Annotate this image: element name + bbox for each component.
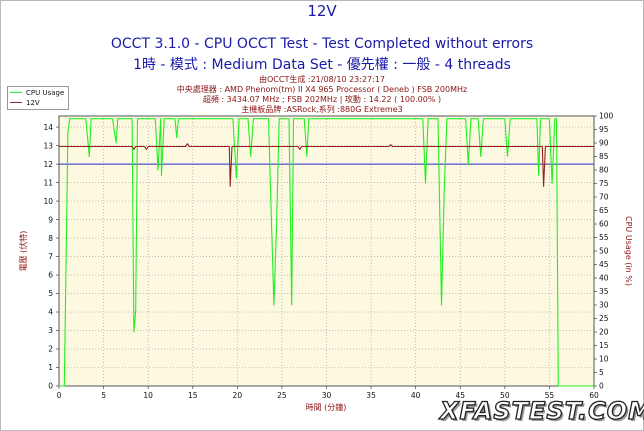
y-right-tick-label: 10 (599, 355, 609, 364)
y-right-tick-label: 60 (599, 220, 609, 229)
x-tick-label: 55 (545, 391, 555, 400)
series-group (59, 118, 594, 387)
chart-title: 12V (307, 2, 337, 20)
y-right-tick-label: 15 (599, 341, 609, 350)
12v-line (59, 143, 594, 187)
legend-swatch-12v (10, 102, 22, 103)
chart-subtitle-1: OCCT 3.1.0 - CPU OCCT Test - Test Comple… (110, 36, 534, 52)
y-right-tick-label: 90 (599, 139, 609, 148)
legend-label-12v: 12V (26, 98, 40, 107)
x-tick-label: 60 (589, 391, 599, 400)
y-left-tick-label: 7 (48, 252, 53, 261)
y-right-tick-label: 0 (599, 382, 604, 391)
info-overclock: 超頻 : 3434.07 MHz ; FSB 202MHz | 攻動 : 14.… (202, 95, 442, 104)
x-tick-label: 30 (322, 391, 332, 400)
y-axis-left-label: 電壓 (伏特) (18, 231, 28, 272)
y-right-tick-label: 20 (599, 328, 609, 337)
y-right-tick-label: 65 (599, 206, 609, 215)
y-left-tick-label: 3 (48, 326, 53, 335)
y-left-tick-label: 14 (43, 123, 53, 132)
x-tick-label: 35 (366, 391, 376, 400)
y-right-tick-label: 95 (599, 125, 609, 134)
legend-item-cpu-usage: CPU Usage (10, 88, 64, 97)
x-axis-label: 時間 (分鐘) (306, 402, 347, 412)
y-right-tick-label: 75 (599, 179, 609, 188)
y-axis-right-label: CPU Usage (in %) (624, 216, 633, 286)
info-motherboard: 主機板品牌 :ASRock,系列 :880G Extreme3 (241, 105, 403, 114)
x-tick-label: 0 (57, 391, 62, 400)
chart-legend: CPU Usage 12V (7, 86, 69, 110)
x-tick-label: 5 (101, 391, 106, 400)
x-tick-label: 25 (277, 391, 287, 400)
cpu-usage-line (59, 118, 594, 387)
chart-subtitle-2: 1時 - 模式 : Medium Data Set - 優先權 : 一般 - 4… (133, 57, 511, 73)
y-right-tick-label: 85 (599, 152, 609, 161)
y-left-tick-label: 6 (48, 271, 53, 280)
x-tick-label: 40 (411, 391, 421, 400)
y-right-tick-label: 50 (599, 247, 609, 256)
y-left-tick-label: 13 (43, 141, 53, 150)
y-right-tick-label: 40 (599, 274, 609, 283)
y-right-tick-label: 100 (599, 112, 614, 121)
y-right-tick-label: 25 (599, 314, 609, 323)
y-left-tick-label: 2 (48, 345, 53, 354)
info-cpu: 中央處理器 : AMD Phenom(tm) II X4 965 Process… (176, 85, 468, 94)
y-right-tick-label: 45 (599, 260, 609, 269)
y-left-tick-label: 8 (48, 234, 53, 243)
y-left-tick-label: 10 (43, 197, 53, 206)
x-tick-label: 20 (233, 391, 243, 400)
legend-label-cpu-usage: CPU Usage (26, 88, 65, 97)
axis-ticks: 0 5 10 15 20 25 30 35 40 45 50 55 600123456789101112… (43, 112, 613, 400)
info-generated: 由OCCT生成 :21/08/10 23:27:17 (259, 75, 385, 84)
y-left-tick-label: 4 (48, 308, 53, 317)
y-left-tick-label: 1 (48, 363, 53, 372)
y-right-tick-label: 70 (599, 193, 609, 202)
legend-swatch-cpu-usage (10, 92, 22, 93)
y-left-tick-label: 5 (48, 289, 53, 298)
y-right-tick-label: 55 (599, 233, 609, 242)
x-tick-label: 15 (188, 391, 198, 400)
legend-item-12v: 12V (10, 98, 40, 107)
x-tick-label: 10 (143, 391, 153, 400)
watermark-logo: XFASTEST.COM (439, 396, 644, 425)
y-left-tick-label: 0 (48, 382, 53, 391)
grid-lines (59, 116, 594, 386)
y-right-tick-label: 80 (599, 166, 609, 175)
y-left-tick-label: 11 (43, 178, 53, 187)
x-tick-label: 50 (500, 391, 510, 400)
y-left-tick-label: 12 (43, 160, 53, 169)
x-tick-label: 45 (455, 391, 465, 400)
y-right-tick-label: 35 (599, 287, 609, 296)
y-right-tick-label: 30 (599, 301, 609, 310)
y-right-tick-label: 5 (599, 368, 604, 377)
y-left-tick-label: 9 (48, 215, 53, 224)
